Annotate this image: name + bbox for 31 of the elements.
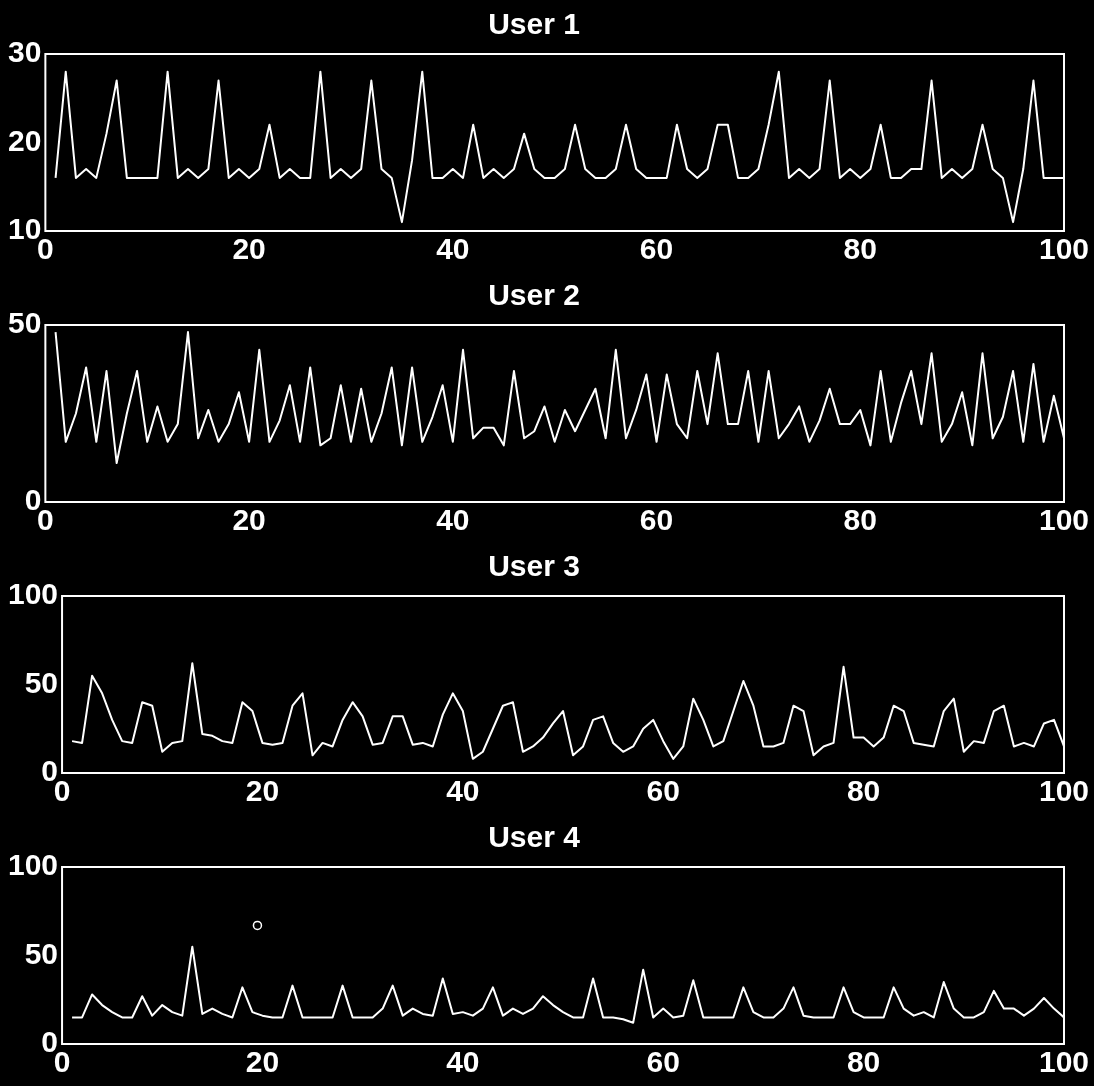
- x-tick-label: 100: [1038, 1045, 1090, 1079]
- x-tick-label: 80: [843, 503, 877, 537]
- y-tick-label: 30: [7, 35, 42, 69]
- x-tick-label: 20: [245, 1045, 280, 1079]
- x-tick-label: 20: [245, 774, 280, 808]
- x-tick-label: 80: [846, 774, 881, 808]
- x-tick-label: 40: [446, 1045, 480, 1079]
- chart-title: User 3: [488, 549, 580, 583]
- y-tick-label: 50: [24, 936, 59, 970]
- x-tick-label: 60: [639, 232, 674, 266]
- x-tick-label: 100: [1038, 503, 1090, 537]
- x-tick-label: 60: [646, 774, 680, 808]
- x-tick-label: 40: [436, 503, 470, 537]
- chart-title: User 1: [488, 7, 580, 41]
- y-tick-label: 50: [24, 665, 59, 699]
- x-tick-label: 100: [1038, 232, 1090, 266]
- x-tick-label: 40: [436, 232, 470, 266]
- x-tick-label: 60: [639, 503, 674, 537]
- x-tick-label: 40: [446, 774, 480, 808]
- x-tick-label: 60: [646, 1045, 680, 1079]
- y-tick-label: 100: [7, 577, 59, 611]
- x-tick-label: 20: [232, 503, 266, 537]
- y-tick-label: 50: [7, 306, 42, 340]
- x-tick-label: 80: [846, 1045, 881, 1079]
- x-tick-label: 100: [1038, 774, 1090, 808]
- chart-title: User 4: [488, 820, 581, 854]
- x-tick-label: 80: [843, 232, 877, 266]
- x-tick-label: 20: [232, 232, 266, 266]
- y-tick-label: 100: [7, 848, 59, 882]
- y-tick-label: 20: [7, 123, 42, 157]
- chart-title: User 2: [488, 278, 580, 312]
